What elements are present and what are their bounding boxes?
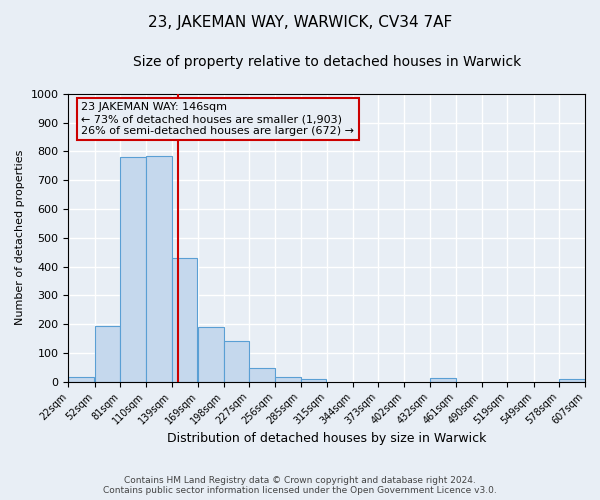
- Bar: [301, 379, 326, 382]
- Bar: [275, 378, 301, 382]
- Bar: [68, 378, 94, 382]
- Y-axis label: Number of detached properties: Number of detached properties: [15, 150, 25, 326]
- Text: 23, JAKEMAN WAY, WARWICK, CV34 7AF: 23, JAKEMAN WAY, WARWICK, CV34 7AF: [148, 15, 452, 30]
- Bar: [121, 157, 146, 382]
- X-axis label: Distribution of detached houses by size in Warwick: Distribution of detached houses by size …: [167, 432, 487, 445]
- Text: Contains HM Land Registry data © Crown copyright and database right 2024.
Contai: Contains HM Land Registry data © Crown c…: [103, 476, 497, 495]
- Bar: [250, 368, 275, 382]
- Text: 23 JAKEMAN WAY: 146sqm
← 73% of detached houses are smaller (1,903)
26% of semi-: 23 JAKEMAN WAY: 146sqm ← 73% of detached…: [81, 102, 354, 136]
- Bar: [146, 156, 172, 382]
- Bar: [95, 326, 121, 382]
- Bar: [559, 379, 585, 382]
- Title: Size of property relative to detached houses in Warwick: Size of property relative to detached ho…: [133, 55, 521, 69]
- Bar: [430, 378, 456, 382]
- Bar: [224, 342, 250, 382]
- Bar: [198, 327, 224, 382]
- Bar: [172, 258, 197, 382]
